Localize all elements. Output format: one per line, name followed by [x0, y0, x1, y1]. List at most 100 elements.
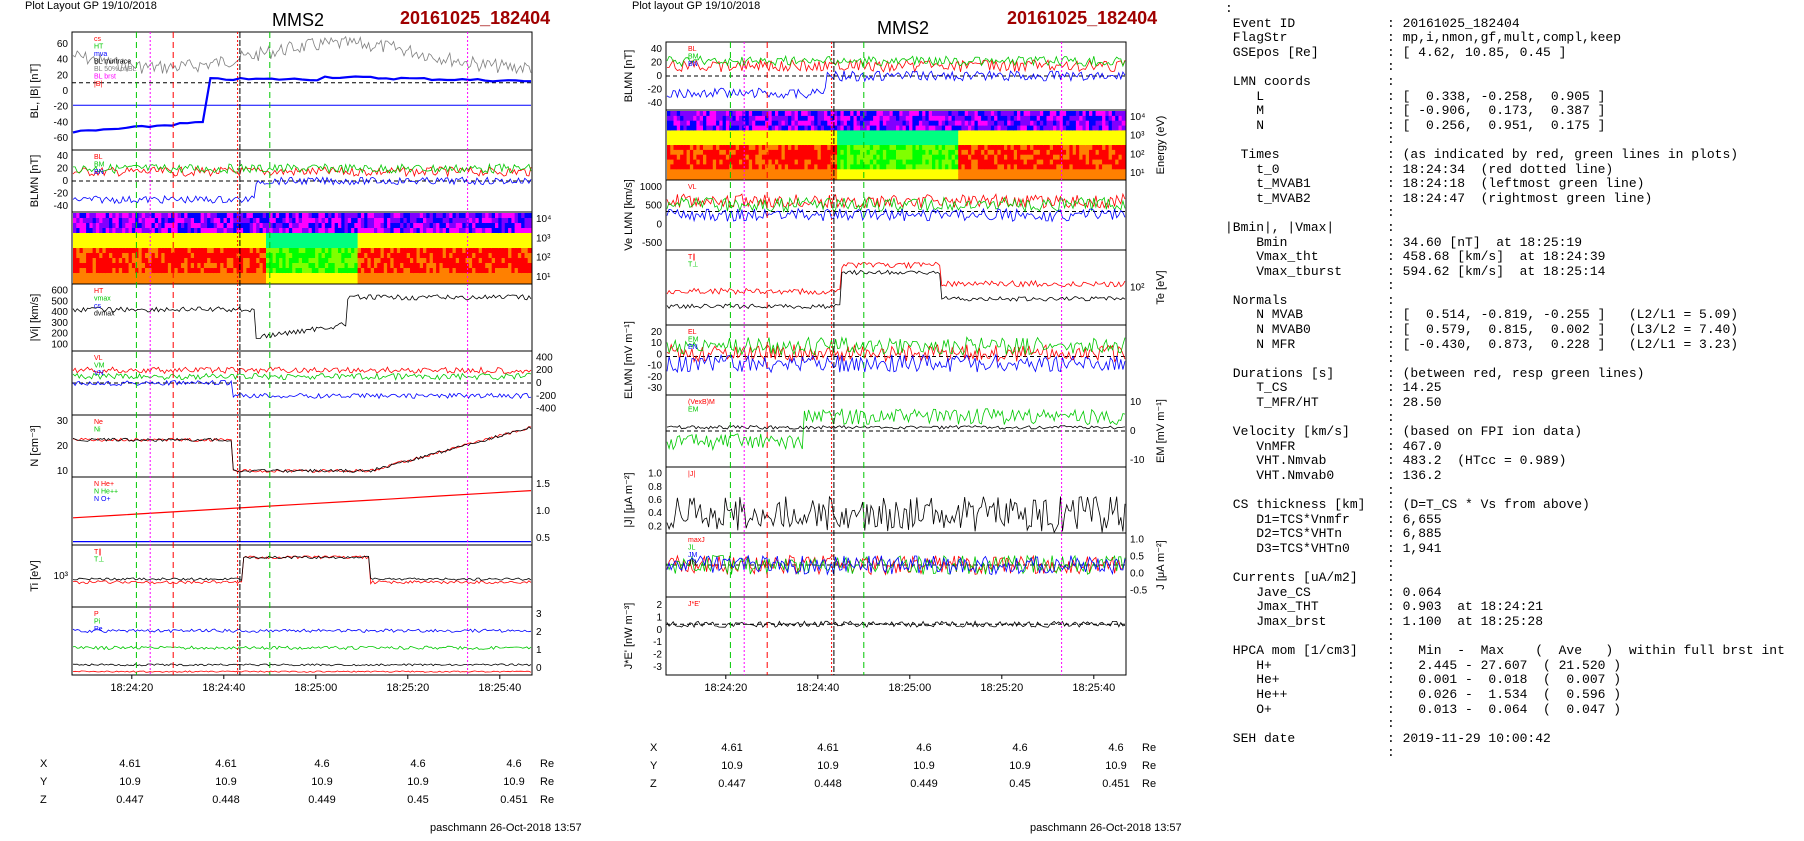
info-key: CS thickness [km] [1225, 497, 1366, 513]
info-row: SEH date: 2019-11-29 10:00:42 [1225, 731, 1800, 747]
legend-entry: Pi [94, 619, 101, 626]
info-value: : 18:24:47 (rightmost green line) [1387, 190, 1653, 206]
info-key: T_MFR/HT [1225, 395, 1319, 411]
tick-label: 0 [656, 625, 662, 636]
info-key: Vmax_tht [1225, 249, 1319, 265]
tick-label: 1000 [640, 182, 663, 193]
info-row: Velocity [km/s]: (based on FPI ion data) [1225, 425, 1800, 440]
legend-entry: N O+ [94, 496, 111, 503]
coords-row: X 4.61 4.61 4.6 4.6 4.6 Re [40, 758, 560, 776]
info-key: D3=TCS*VHTn0 [1225, 540, 1350, 556]
info-value: : [1387, 205, 1395, 221]
tick-label: 0 [656, 349, 662, 360]
info-value: : 1,941 [1387, 540, 1442, 556]
info-row: CS thickness [km]: (D=T_CS * Vs from abo… [1225, 498, 1800, 513]
tick-label: -40 [54, 117, 69, 128]
coords-value: 0.447 [718, 778, 746, 790]
y-axis-label: |J| [μA m⁻²] [623, 472, 635, 527]
tick-label: -0.5 [1130, 586, 1148, 597]
info-row: t_0: 18:24:34 (red dotted line) [1225, 162, 1800, 178]
info-value: : [1387, 628, 1395, 644]
tick-label: 0.5 [1130, 551, 1144, 562]
info-key: H+ [1225, 657, 1272, 673]
y-axis-label: J [μA m⁻²] [1155, 540, 1167, 589]
tick-label: 1.0 [1130, 534, 1144, 545]
coords-unit: Re [540, 794, 555, 806]
series-line [666, 70, 1126, 100]
coords-value: 4.6 [1108, 742, 1124, 754]
series-line [72, 490, 532, 519]
info-row: : [1225, 279, 1800, 294]
series-line [666, 207, 1126, 223]
info-value: : [1387, 555, 1395, 571]
info-key: Event ID [1225, 15, 1296, 31]
legend-entry: N He++ [94, 489, 118, 496]
legend-entry: VL [94, 355, 103, 362]
legend-entry: vmax [94, 296, 111, 303]
legend-entry: T⊥ [688, 262, 698, 269]
legend-entry: Ni [94, 427, 101, 434]
panel-7: 1.0 0.8 0.6 0.4 0.2 |J| [μA m⁻²] |J| [623, 466, 1127, 534]
info-value: : 0.064 [1387, 584, 1442, 600]
series-line [666, 408, 1126, 452]
info-row: N MVAB: [ 0.514, -0.819, -0.255 ] (L2/L1… [1225, 308, 1800, 323]
info-row: N MVAB0: [ 0.579, 0.815, 0.002 ] (L3/L2 … [1225, 322, 1800, 338]
time-tick-label: 18:24:40 [796, 682, 839, 694]
info-value: : 18:24:18 (leftmost green line) [1387, 176, 1645, 192]
info-row: Normals: [1225, 293, 1800, 309]
info-row: M: [ -0.906, 0.173, 0.387 ] [1225, 104, 1800, 119]
tick-label: 0 [536, 378, 542, 389]
coords-value: 0.449 [910, 778, 938, 790]
middle-coords-table: X 4.61 4.61 4.6 4.6 4.6 Re Y 10.9 10.9 10.9 10.9 10.… [650, 742, 1170, 796]
left-layout-label: Plot Layout GP 19/10/2018 [25, 0, 157, 12]
info-value: : Min - Max ( Ave ) within full brst int [1387, 643, 1785, 659]
info-value: : [ 0.579, 0.815, 0.002 ] (L3/L2 = 7.40) [1387, 322, 1739, 338]
middle-event-id: 20161025_182404 [1007, 8, 1158, 28]
tick-label: 2 [656, 600, 662, 611]
panel-frame [71, 350, 533, 416]
series-line [72, 294, 532, 339]
series-line [72, 426, 532, 473]
info-row: : [1225, 60, 1800, 75]
info-row: H+: 2.445 - 27.607 ( 21.520 ) [1225, 657, 1800, 674]
info-value: : 467.0 [1387, 438, 1442, 454]
info-value: : (based on FPI ion data) [1387, 424, 1583, 440]
y-axis-label: N [cm⁻³] [29, 425, 41, 466]
tick-label: -60 [54, 133, 69, 144]
tick-label: 0.2 [648, 521, 662, 532]
tick-label: 200 [51, 329, 68, 340]
legend-entry: JM [688, 552, 698, 559]
tick-label: -10 [648, 361, 663, 372]
coords-value: 10.9 [119, 776, 141, 788]
legend-entry: N He+ [94, 481, 114, 488]
series-line [666, 54, 1126, 68]
tick-label: 10² [1130, 283, 1145, 294]
coords-unit: Re [1142, 778, 1157, 790]
tick-label: 0.8 [648, 482, 662, 493]
info-key: Jave_CS [1225, 584, 1311, 600]
coords-value: 10.9 [817, 760, 839, 772]
series-line [666, 554, 1126, 576]
info-value: : 6,655 [1387, 511, 1442, 527]
legend-entry: BL brst [94, 74, 116, 81]
tick-label: -20 [54, 102, 69, 113]
info-row: Jmax_THT: 0.903 at 18:24:21 [1225, 600, 1800, 615]
time-tick-label: 18:25:40 [1072, 682, 1115, 694]
series-line [666, 261, 1126, 296]
panel-frame [71, 606, 533, 676]
tick-label: 400 [51, 307, 68, 318]
middle-layout-label: Plot layout GP 19/10/2018 [632, 0, 761, 12]
info-value: : 28.50 [1387, 395, 1442, 411]
info-value: : [ 0.256, 0.951, 0.175 ] [1387, 117, 1606, 133]
tick-label: -40 [648, 98, 663, 109]
coords-unit: Re [540, 776, 555, 788]
panel-frame [71, 476, 533, 546]
info-value: : 594.62 [km/s] at 18:25:14 [1387, 263, 1606, 279]
info-key: Currents [uA/m2] [1225, 570, 1358, 586]
coords-label: X [40, 758, 48, 770]
event-info-panel: : Event ID: 20161025_182404 FlagStr: mp,… [1225, 1, 1800, 761]
coords-unit: Re [1142, 760, 1157, 772]
